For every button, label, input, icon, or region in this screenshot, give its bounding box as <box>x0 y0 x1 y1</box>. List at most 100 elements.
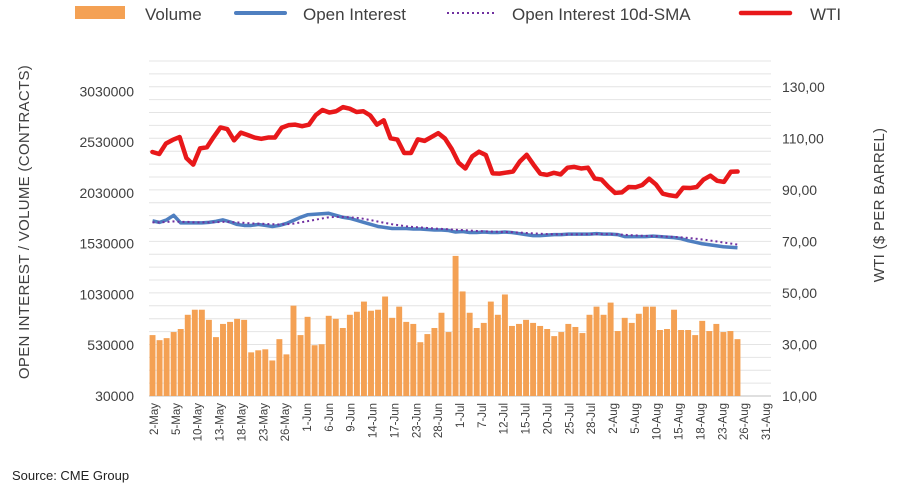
volume-bar <box>382 296 389 396</box>
x-axis-tick-label: 10-May <box>193 403 205 442</box>
volume-bar <box>234 318 241 396</box>
volume-bar <box>720 332 727 396</box>
volume-bar <box>290 305 297 396</box>
volume-bar <box>649 306 656 396</box>
volume-bar <box>459 291 466 396</box>
volume-bar <box>572 326 579 396</box>
volume-bar <box>480 322 487 396</box>
volume-bar <box>621 317 628 396</box>
volume-bar <box>727 331 734 396</box>
right-axis-title: WTI ($ PER BARREL) <box>871 128 888 283</box>
volume-bar <box>269 360 276 396</box>
legend-wti-label: WTI <box>810 5 841 24</box>
volume-bar <box>255 350 262 396</box>
volume-bar <box>537 325 544 396</box>
x-axis-tick-label: 1-Jun <box>302 403 314 432</box>
volume-bar <box>685 330 692 396</box>
volume-bar <box>473 327 480 396</box>
volume-bar <box>389 317 396 396</box>
left-axis-tick-label: 30000 <box>95 388 134 404</box>
volume-bar <box>396 306 403 396</box>
volume-bar <box>438 312 445 396</box>
x-axis-tick-label: 6-Jun <box>324 403 336 432</box>
wti-line <box>150 104 740 199</box>
volume-bar <box>593 306 600 396</box>
volume-bar <box>699 320 706 396</box>
right-axis-tick-label: 130,00 <box>782 79 825 95</box>
volume-bar <box>262 349 269 396</box>
legend: Volume Open Interest Open Interest 10d-S… <box>75 5 841 24</box>
x-axis-tick-label: 5-Aug <box>630 403 642 434</box>
volume-bar <box>586 314 593 396</box>
x-axis-tick-label: 15-Aug <box>674 403 686 440</box>
volume-bar <box>276 339 283 396</box>
x-axis-tick-label: 18-Aug <box>695 403 707 440</box>
x-axis-tick-label: 28-Jun <box>433 403 445 438</box>
volume-bars <box>149 255 741 396</box>
right-axis-tick-label: 50,00 <box>782 285 817 301</box>
volume-bar <box>191 309 198 396</box>
x-axis-ticks: 2-May 5-May 10-May 13-May 18-May 23-May 26-May… <box>149 403 773 442</box>
legend-sma-label: Open Interest 10d-SMA <box>512 5 691 24</box>
right-axis-tick-label: 110,00 <box>782 130 824 146</box>
x-axis-tick-label: 1-Jul <box>455 403 467 428</box>
x-axis-tick-label: 9-Jun <box>346 403 358 432</box>
left-axis-title: OPEN INTEREST / VOLUME (CONTRACTS) <box>16 65 33 379</box>
x-axis-tick-label: 28-Jul <box>586 403 598 434</box>
volume-bar <box>353 311 360 396</box>
left-axis-tick-label: 2530000 <box>79 134 134 150</box>
series-lines <box>150 104 740 250</box>
right-axis-tick-label: 30,00 <box>782 336 817 352</box>
x-axis-tick-label: 2-Aug <box>608 403 620 434</box>
volume-bar <box>530 322 537 396</box>
volume-bar <box>227 321 234 396</box>
volume-bar <box>523 319 530 396</box>
source-note: Source: CME Group <box>12 468 130 483</box>
volume-bar <box>177 329 184 396</box>
left-axis-tick-label: 3030000 <box>79 83 134 99</box>
x-axis-tick-label: 17-Jun <box>389 403 401 438</box>
volume-bar <box>628 322 635 396</box>
x-axis-tick-label: 14-Jun <box>368 403 380 438</box>
volume-bar <box>403 321 410 396</box>
volume-bar <box>445 332 452 396</box>
volume-bar <box>170 332 177 396</box>
gridlines <box>149 60 771 397</box>
x-axis-tick-label: 31-Aug <box>761 403 773 440</box>
x-axis-tick-label: 20-Jul <box>542 403 554 434</box>
volume-bar <box>184 314 191 396</box>
volume-bar <box>656 330 663 396</box>
x-axis-tick-label: 23-May <box>258 403 270 442</box>
volume-bar <box>692 335 699 396</box>
volume-bar <box>212 337 219 396</box>
left-axis-ticks: 3030000 2530000 2030000 1530000 1030000 53000… <box>79 83 134 404</box>
volume-bar <box>494 314 501 396</box>
volume-bar <box>283 354 290 396</box>
volume-bar <box>311 345 318 396</box>
volume-bar <box>368 310 374 396</box>
x-axis-tick-label: 12-Jul <box>499 403 511 434</box>
volume-bar <box>734 339 741 396</box>
x-axis-tick-label: 26-Aug <box>739 403 751 440</box>
volume-bar <box>466 312 473 396</box>
volume-bar <box>332 318 339 396</box>
volume-bar <box>375 309 382 396</box>
volume-bar <box>487 301 494 396</box>
volume-bar <box>346 314 353 396</box>
volume-bar <box>410 323 417 396</box>
volume-bar <box>248 352 255 396</box>
volume-bar <box>501 294 508 396</box>
volume-bar <box>220 323 226 396</box>
volume-bar <box>565 323 572 396</box>
volume-bar <box>678 330 685 396</box>
x-axis-tick-label: 15-Jul <box>521 403 533 434</box>
x-axis-tick-label: 13-May <box>215 403 227 442</box>
x-axis-tick-label: 2-May <box>149 403 161 435</box>
volume-bar <box>607 302 614 396</box>
volume-bar <box>452 255 459 396</box>
volume-bar <box>642 306 649 396</box>
volume-bar <box>671 309 678 396</box>
volume-bar <box>163 338 170 396</box>
x-axis-tick-label: 23-Jun <box>411 403 423 438</box>
